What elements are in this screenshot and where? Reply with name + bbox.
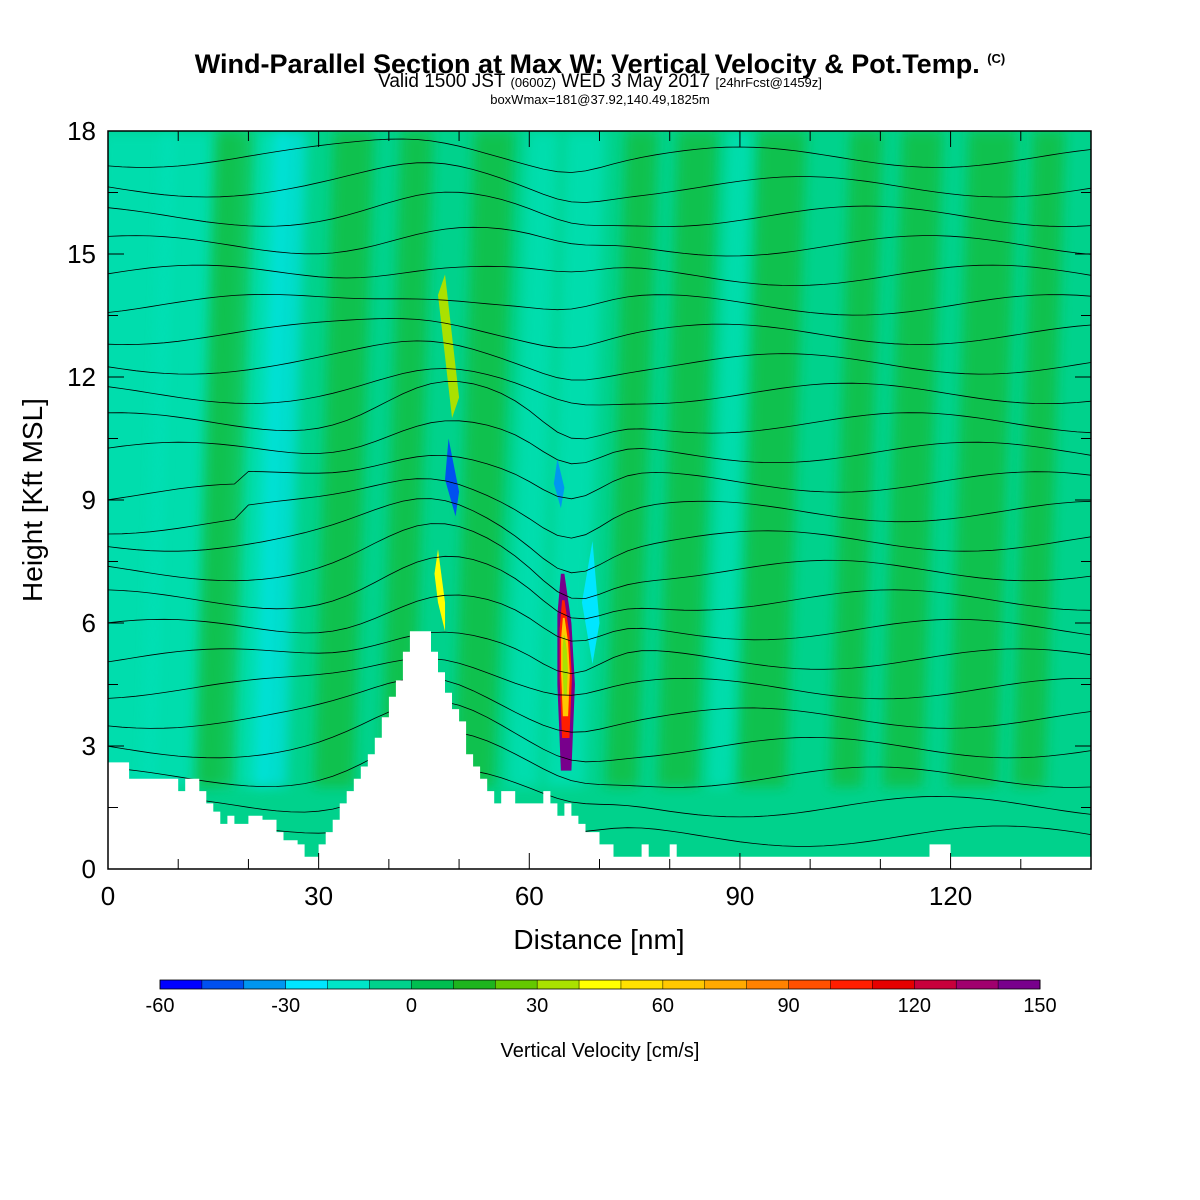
y-axis-title: Height [Kft MSL]	[17, 398, 48, 602]
y-tick-label: 15	[67, 239, 96, 269]
subtitle-utc: (0600Z)	[510, 75, 557, 90]
velocity-streak	[454, 131, 515, 787]
colorbar-tick-label: 0	[406, 995, 417, 1017]
x-tick-label: 0	[101, 881, 115, 911]
theta-contours	[108, 138, 1091, 847]
x-tick-label: 30	[304, 881, 333, 911]
colorbar-swatch	[788, 980, 831, 989]
theta-contour	[108, 454, 1091, 501]
y-tick-label: 12	[67, 362, 96, 392]
theta-contour	[108, 731, 1091, 788]
y-tick-label: 0	[82, 854, 96, 884]
y-tick-label: 18	[67, 116, 96, 146]
theta-contour	[108, 768, 1091, 818]
theta-contour	[108, 226, 1091, 257]
colorbar-swatch	[243, 980, 287, 989]
velocity-cell	[434, 549, 446, 632]
theta-contour	[108, 318, 1091, 349]
colorbar-swatch	[914, 980, 957, 989]
x-tick-label: 60	[515, 881, 544, 911]
theta-contour	[108, 138, 1091, 173]
colorbar: -60 -30 0 30 60 90 120 150	[146, 979, 1057, 1017]
colorbar-title: Vertical Velocity [cm/s]	[501, 1040, 700, 1062]
velocity-streak	[380, 131, 433, 787]
theta-contour	[108, 420, 1091, 465]
theta-contour	[108, 523, 1091, 599]
chart-title-text: Wind-Parallel Section at Max W: Vertical…	[194, 49, 980, 79]
velocity-streak	[738, 131, 807, 787]
velocity-streak	[707, 131, 752, 787]
theta-contour	[108, 700, 1091, 763]
theta-contour	[108, 658, 1091, 700]
theta-contour	[108, 555, 1091, 620]
colorbar-swatch	[746, 980, 790, 989]
velocity-cell	[581, 541, 600, 664]
colorbar-swatch	[160, 980, 203, 989]
velocity-streak	[948, 131, 1017, 787]
theta-contour	[108, 162, 1091, 203]
colorbar-swatch	[704, 980, 748, 989]
axes: 0 30 60 90 120 0 3 6 9 12 15 18	[67, 116, 1092, 911]
colorbar-tick-label: 30	[526, 995, 548, 1017]
colorbar-tick-label: -30	[271, 995, 300, 1017]
colorbar-swatch	[620, 980, 664, 989]
x-tick-label: 90	[725, 881, 754, 911]
theta-contour	[108, 631, 1091, 675]
colorbar-tick-label: 120	[898, 995, 931, 1017]
theta-contour	[108, 368, 1091, 406]
colorbar-tick-label: 60	[652, 995, 674, 1017]
x-axis-title: Distance [nm]	[513, 924, 684, 955]
chart-title: Wind-Parallel Section at Max W: Vertical…	[0, 44, 1200, 79]
colorbar-tick-label: 150	[1023, 995, 1056, 1017]
colorbar-swatch	[369, 980, 412, 989]
theta-contour	[108, 381, 1091, 440]
velocity-streak	[882, 131, 943, 787]
x-tick-label: 120	[929, 881, 972, 911]
chart-subtitle-box: boxWmax=181@37.92,140.49,1825m	[490, 92, 710, 107]
velocity-cell	[445, 438, 460, 517]
y-tick-label: 6	[82, 608, 96, 638]
colorbar-swatch	[327, 980, 371, 989]
theta-contour	[108, 191, 1091, 227]
colorbar-swatch	[453, 980, 496, 989]
y-tick-label: 3	[82, 731, 96, 761]
velocity-streak	[830, 131, 883, 787]
colorbar-swatch	[579, 980, 622, 989]
colorbar-swatch	[998, 980, 1041, 989]
colorbar-swatch	[411, 980, 454, 989]
plot-area	[108, 131, 1091, 869]
colorbar-swatch	[662, 980, 706, 989]
colorbar-swatch	[537, 980, 580, 989]
colorbar-swatch	[201, 980, 245, 989]
velocity-cell	[553, 459, 565, 509]
velocity-streak	[507, 131, 560, 787]
colorbar-swatch	[956, 980, 999, 989]
theta-contour	[108, 594, 1091, 642]
theta-contour	[108, 498, 1091, 574]
colorbar-swatch	[830, 980, 873, 989]
theta-contour	[108, 264, 1091, 287]
colorbar-swatch	[495, 980, 538, 989]
theta-contour	[108, 293, 1091, 316]
colorbar-tick-label: -60	[146, 995, 175, 1017]
colorbar-tick-label: 90	[777, 995, 799, 1017]
velocity-core	[562, 635, 568, 695]
subtitle-date: WED 3 May 2017	[561, 71, 711, 92]
theta-contour	[108, 478, 1091, 539]
velocity-cell	[438, 274, 460, 418]
colorbar-swatch	[872, 980, 915, 989]
chart-subtitle: Valid 1500 JST (0600Z) WED 3 May 2017 [2…	[0, 72, 1200, 93]
velocity-streak	[313, 131, 374, 787]
colorbar-swatch	[285, 980, 329, 989]
y-tick-label: 9	[82, 485, 96, 515]
subtitle-valid: Valid 1500 JST	[378, 71, 506, 92]
theta-contour	[108, 340, 1091, 381]
subtitle-forecast: [24hrFcst@1459z]	[715, 75, 822, 90]
terrain	[108, 631, 1091, 869]
chart-title-mark: (C)	[987, 51, 1006, 66]
theta-contour	[108, 677, 1091, 733]
